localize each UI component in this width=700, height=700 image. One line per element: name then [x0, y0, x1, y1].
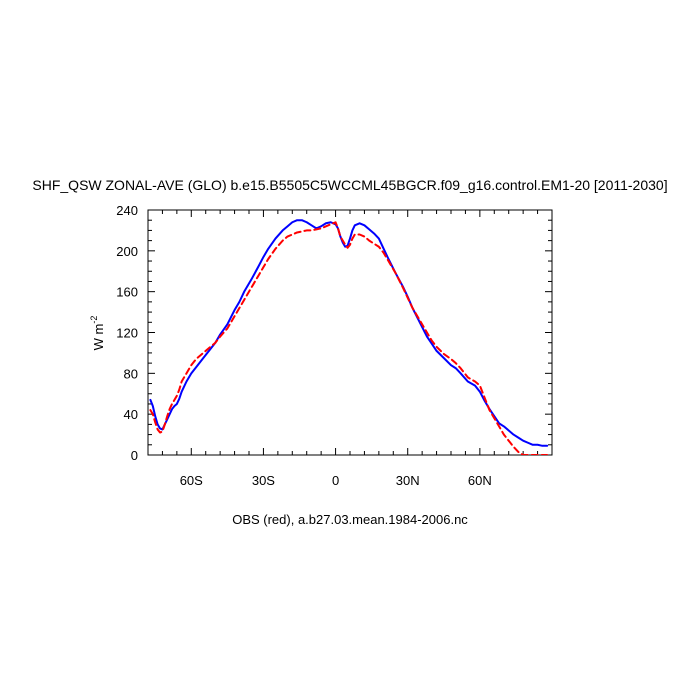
series-layer	[149, 219, 549, 455]
y-tick-label: 160	[116, 285, 138, 300]
chart-title: SHF_QSW ZONAL-AVE (GLO) b.e15.B5505C5WCC…	[32, 177, 667, 193]
y-tick-label: 200	[116, 244, 138, 259]
footer-caption: OBS (red), a.b27.03.mean.1984-2006.nc	[232, 512, 468, 527]
y-tick-label: 0	[131, 448, 138, 463]
y-tick-label: 80	[124, 366, 138, 381]
x-tick-label: 60N	[468, 473, 492, 488]
obs-series-line	[149, 221, 549, 455]
x-tick-label: 60S	[180, 473, 203, 488]
y-axis-ticks: 0 40 80 120 160 200 240	[116, 203, 552, 463]
x-tick-label: 30N	[396, 473, 420, 488]
x-tick-label: 0	[332, 473, 339, 488]
model-series-line	[149, 219, 549, 447]
y-axis-label-unit: W m	[91, 324, 106, 351]
y-tick-label: 120	[116, 326, 138, 341]
x-tick-label: 30S	[252, 473, 275, 488]
y-tick-label: 40	[124, 407, 138, 422]
plot-frame	[147, 209, 553, 456]
y-axis-label-exponent: -2	[89, 316, 99, 324]
y-tick-label: 240	[116, 203, 138, 218]
plot-area: 0 40 80 120 160 200 240 60S 30S 0 30N 60N	[116, 203, 553, 488]
x-axis-ticks: 60S 30S 0 30N 60N	[147, 210, 553, 488]
y-axis-label: W m-2	[89, 316, 106, 351]
